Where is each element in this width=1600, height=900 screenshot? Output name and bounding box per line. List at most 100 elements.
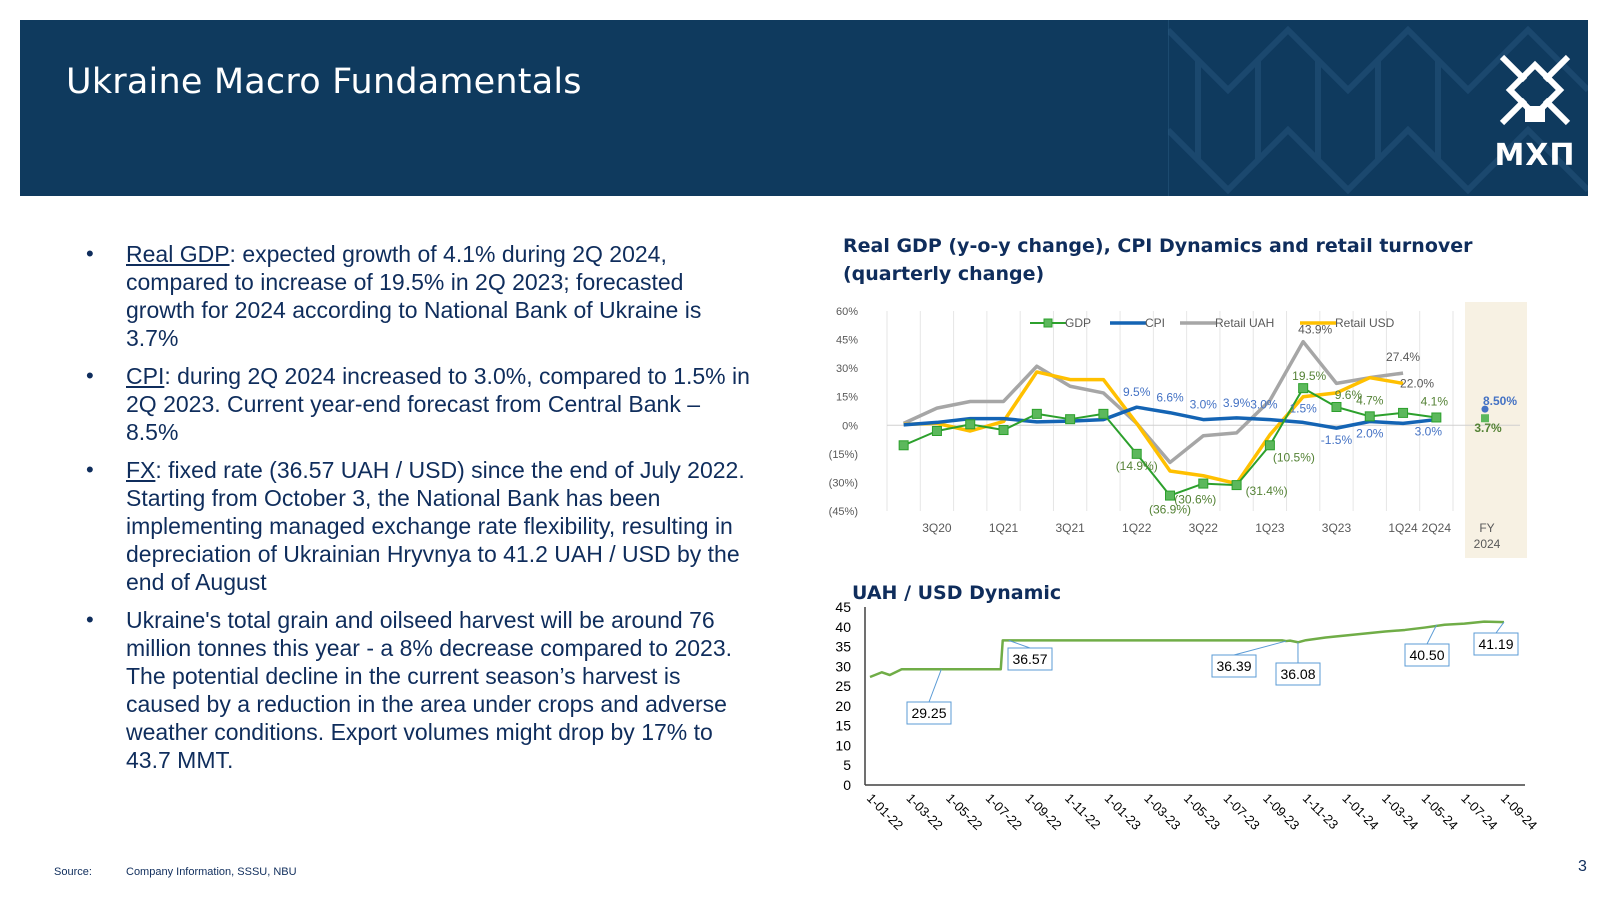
data-label: 9.5% (1123, 385, 1151, 399)
fy-label: FY (1479, 521, 1494, 535)
y-tick-label: 15 (835, 718, 851, 734)
y-tick-label: 40 (835, 619, 851, 635)
logo-text: МХП (1494, 138, 1576, 173)
x-tick-label: 1-05-24 (1419, 791, 1461, 833)
legend-label: CPI (1145, 316, 1165, 330)
title-banner: Ukraine Macro Fundamentals МХП (20, 20, 1588, 196)
series-line-retail-uah (902, 339, 1404, 465)
x-tick-label: 1-01-24 (1339, 791, 1381, 833)
bullet-item: Real GDP: expected growth of 4.1% during… (86, 240, 756, 352)
y-tick-label: 30% (836, 363, 858, 375)
windmill-icon (1499, 54, 1571, 126)
x-tick-label: 3Q23 (1322, 521, 1352, 535)
gdp-marker (1331, 402, 1342, 412)
callout-box (1473, 632, 1519, 656)
bullet-paragraph: CPI: during 2Q 2024 increased to 3.0%, c… (126, 363, 750, 445)
callout-leader (928, 669, 942, 703)
legend-marker (1043, 318, 1053, 328)
bullet-paragraph: Starting from October 3, the National Ba… (126, 485, 740, 595)
callout-box (1211, 654, 1257, 678)
gdp-marker (1031, 408, 1042, 419)
callout-leader (1495, 621, 1505, 634)
y-tick-label: 25 (835, 678, 851, 694)
y-tick-label: 30 (835, 658, 851, 674)
gdp-marker (1231, 480, 1242, 491)
gdp-marker (965, 419, 976, 430)
x-tick-label: 1-01-22 (864, 791, 906, 833)
x-tick-label: 1-03-23 (1141, 791, 1183, 833)
bullet-keyword: Real GDP (126, 241, 230, 267)
x-tick-label: 1-03-24 (1379, 791, 1421, 833)
y-tick-label: 20 (835, 698, 851, 714)
data-label: 22.0% (1400, 376, 1434, 390)
x-tick-label: 1-01-23 (1102, 791, 1144, 833)
y-tick-label: 35 (835, 639, 851, 655)
x-tick-label: 1-07-22 (983, 791, 1025, 833)
data-label: 3.0% (1250, 398, 1278, 412)
x-tick-label: 1-07-23 (1221, 791, 1263, 833)
page-number: 3 (1578, 858, 1587, 875)
x-tick-label: 1Q23 (1255, 521, 1285, 535)
data-label: 2.0% (1356, 426, 1384, 440)
y-tick-label: 10 (835, 737, 851, 753)
bullet-keyword: CPI (126, 363, 165, 389)
data-label: (14.9%) (1116, 459, 1158, 473)
x-tick-label: 1-11-22 (1062, 791, 1104, 833)
data-label: 40.50 (1409, 647, 1444, 663)
legend-label: Retail UAH (1215, 316, 1274, 330)
legend-label: GDP (1065, 316, 1091, 330)
data-label: 3.9% (1223, 396, 1251, 410)
gdp-marker (1431, 412, 1442, 423)
fx-series-line (869, 620, 1505, 679)
data-label: 6.6% (1156, 391, 1184, 405)
x-tick-label: 3Q20 (922, 521, 952, 535)
bullet-item: FX: fixed rate (36.57 UAH / USD) since t… (86, 456, 756, 596)
source-text: Company Information, SSSU, NBU (126, 866, 297, 878)
bullet-paragraph: Real GDP: expected growth of 4.1% during… (126, 241, 702, 351)
y-tick-label: 15% (836, 392, 858, 404)
gdp-marker (931, 426, 942, 436)
x-tick-label: 3Q21 (1055, 521, 1085, 535)
x-tick-label: 2Q24 (1422, 521, 1452, 535)
data-label: -1.5% (1321, 433, 1353, 447)
chart-title-macro: Real GDP (y-o-y change), CPI Dynamics an… (843, 235, 1473, 285)
gdp-marker (1098, 408, 1109, 419)
data-label: 36.39 (1216, 658, 1251, 674)
gdp-marker (1298, 383, 1309, 394)
gdp-marker (1131, 448, 1142, 459)
x-tick-label: 1-05-22 (943, 791, 985, 833)
y-tick-label: 60% (836, 306, 858, 318)
gdp-marker (1398, 407, 1409, 418)
gdp-marker (1264, 440, 1275, 451)
y-tick-label: 0 (843, 777, 851, 793)
macro-line-chart: 60% 45% 30% 15% 0% (15%) (30%) (45%) 3Q20 1Q21 3Q2… (829, 302, 1527, 558)
source-note: Source: Company Information, SSSU, NBU (54, 866, 297, 878)
banner-pattern (1168, 20, 1588, 196)
data-label: 4.7% (1356, 393, 1384, 407)
x-tick-label: 1Q22 (1122, 521, 1152, 535)
y-tick-label: 0% (842, 420, 858, 432)
gdp-marker (1065, 414, 1076, 425)
callout-box (1275, 662, 1321, 686)
gdp-marker (1364, 411, 1375, 422)
data-label: 27.4% (1386, 350, 1420, 364)
bullet-item: CPI: during 2Q 2024 increased to 3.0%, c… (86, 362, 756, 446)
data-label: 3.0% (1415, 425, 1443, 439)
x-tick-label: 3Q22 (1189, 521, 1219, 535)
data-label: 36.08 (1280, 666, 1315, 682)
bullet-paragraph: Ukraine's total grain and oilseed harves… (126, 607, 732, 773)
x-tick-label: 1-09-23 (1260, 791, 1302, 833)
bullet-keyword: FX (126, 457, 156, 483)
data-label: 1.5% (1289, 401, 1317, 415)
legend-label: Retail USD (1335, 316, 1395, 330)
x-tick-label: 1-05-23 (1181, 791, 1223, 833)
data-label: (10.5%) (1273, 450, 1315, 464)
data-label: 43.9% (1298, 323, 1332, 337)
fy-label: 2024 (1474, 537, 1501, 551)
data-label: 36.57 (1012, 651, 1047, 667)
gdp-marker (998, 425, 1009, 436)
chart-title-fx: UAH / USD Dynamic (852, 582, 1062, 604)
page-title: Ukraine Macro Fundamentals (66, 62, 582, 102)
data-label: 4.1% (1421, 394, 1449, 408)
y-tick-label: (15%) (829, 449, 858, 461)
